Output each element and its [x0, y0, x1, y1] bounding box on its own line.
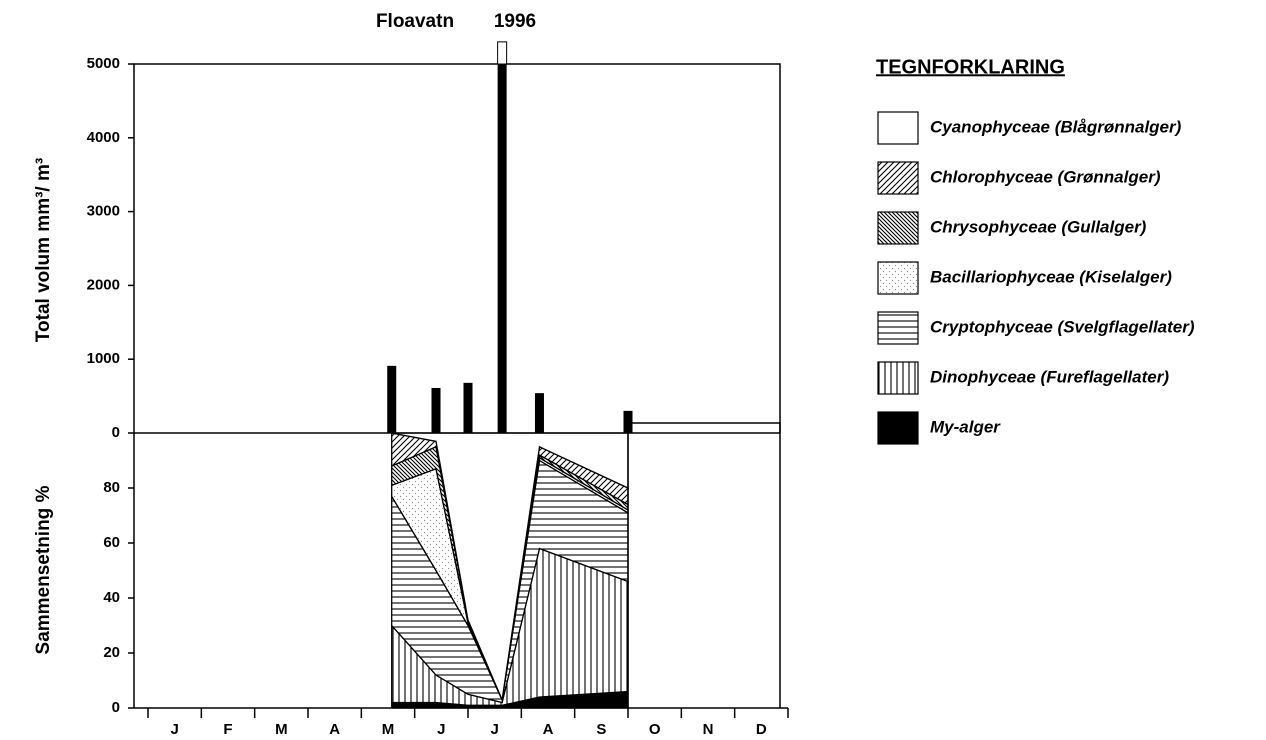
y-tick-label: 5000 [87, 55, 120, 72]
legend-swatch [877, 161, 919, 195]
legend-title: TEGNFORKLARING [876, 56, 1065, 78]
legend-swatch [877, 311, 919, 345]
y-tick-label: 2000 [87, 276, 120, 293]
legend-swatch [877, 361, 919, 395]
legend-swatch [877, 111, 919, 145]
legend-label: Chlorophyceae (Grønnalger) [930, 167, 1161, 186]
legend-label: Dinophyceae (Fureflagellater) [930, 367, 1169, 386]
legend-label: Bacillariophyceae (Kiselalger) [930, 267, 1172, 286]
bar-body [534, 393, 544, 433]
bar [431, 387, 441, 433]
x-tick-label: M [382, 721, 395, 738]
x-tick-label: O [649, 721, 661, 738]
bar-body [497, 64, 507, 433]
x-tick-label: M [275, 721, 288, 738]
chart-title: Floavatn [376, 11, 454, 32]
bar-body [431, 387, 441, 433]
y-tick-label: 20 [103, 644, 120, 661]
right-frame [627, 422, 781, 708]
bar [463, 382, 473, 433]
legend-label: Cryptophyceae (Svelgflagellater) [930, 317, 1195, 336]
bar [534, 393, 544, 433]
legend-label: Chrysophyceae (Gullalger) [930, 217, 1147, 236]
legend-swatch [877, 261, 919, 295]
x-tick-label: S [596, 721, 606, 738]
y-tick-label: 3000 [87, 203, 120, 220]
x-tick-label: A [543, 721, 554, 738]
x-tick-label: J [437, 721, 445, 738]
legend-swatch [877, 411, 919, 445]
bar [623, 410, 633, 433]
chart-subtitle: 1996 [494, 11, 536, 32]
legend-label: My-alger [930, 417, 1001, 436]
bar-overflow [497, 41, 508, 65]
x-tick-label: J [490, 721, 498, 738]
plot-frame [133, 63, 781, 433]
legend-swatch [877, 211, 919, 245]
bar [387, 365, 397, 433]
y-tick-label: 4000 [87, 129, 120, 146]
bar-body [623, 410, 633, 433]
x-tick-label: F [223, 721, 232, 738]
y-tick-label: 1000 [87, 350, 120, 367]
x-tick-label: D [756, 721, 767, 738]
legend-label: Cyanophyceae (Blågrønnalger) [930, 117, 1182, 136]
y-tick-label: 40 [103, 589, 120, 606]
y-axis-label: Total volum mm³/ m³ [33, 158, 54, 342]
bar-body [463, 382, 473, 433]
y-tick-label: 80 [103, 479, 120, 496]
bar [497, 41, 508, 433]
bar-body [387, 365, 397, 433]
x-tick-label: J [170, 721, 178, 738]
y-tick-label: 0 [112, 699, 120, 716]
x-tick-label: N [703, 721, 714, 738]
y-tick-label: 0 [112, 424, 120, 441]
x-tick-label: A [329, 721, 340, 738]
y-tick-label: 60 [103, 534, 120, 551]
y-axis-label: Sammensetning % [33, 485, 54, 654]
